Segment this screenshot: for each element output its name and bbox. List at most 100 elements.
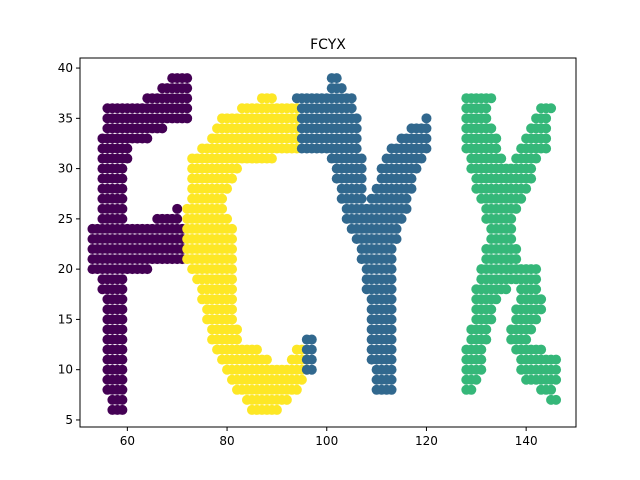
data-point bbox=[266, 93, 277, 104]
data-point bbox=[232, 163, 243, 174]
y-tick-label: 25 bbox=[58, 212, 73, 226]
data-point bbox=[506, 233, 517, 244]
data-point bbox=[117, 274, 128, 285]
data-point bbox=[122, 153, 133, 164]
data-point bbox=[386, 354, 397, 365]
data-point bbox=[411, 163, 422, 174]
data-point bbox=[271, 404, 282, 415]
data-point bbox=[182, 113, 193, 124]
data-point bbox=[117, 203, 128, 214]
data-point bbox=[526, 324, 537, 335]
data-point bbox=[157, 123, 168, 134]
data-point bbox=[386, 364, 397, 375]
data-point bbox=[496, 153, 507, 164]
data-point bbox=[351, 133, 362, 144]
data-point bbox=[421, 133, 432, 144]
data-point bbox=[306, 334, 317, 345]
data-point bbox=[306, 344, 317, 355]
data-point bbox=[172, 213, 183, 224]
data-point bbox=[511, 254, 522, 265]
data-point bbox=[401, 203, 412, 214]
data-point bbox=[227, 314, 238, 325]
data-point bbox=[117, 374, 128, 385]
data-point bbox=[386, 254, 397, 265]
data-point bbox=[336, 83, 347, 94]
data-point bbox=[217, 203, 228, 214]
data-point bbox=[506, 223, 517, 234]
chart-title: FCYX bbox=[310, 37, 346, 53]
data-point bbox=[526, 163, 537, 174]
data-point bbox=[551, 394, 562, 405]
x-tick-label: 140 bbox=[515, 434, 538, 448]
data-point bbox=[531, 314, 542, 325]
x-tick-label: 60 bbox=[120, 434, 135, 448]
data-point bbox=[217, 193, 228, 204]
data-point bbox=[356, 173, 367, 184]
data-point bbox=[227, 223, 238, 234]
data-point bbox=[476, 354, 487, 365]
data-point bbox=[391, 233, 402, 244]
data-point bbox=[491, 294, 502, 305]
data-point bbox=[466, 384, 477, 395]
data-point bbox=[117, 394, 128, 405]
data-point bbox=[232, 334, 243, 345]
data-point bbox=[486, 304, 497, 315]
data-point bbox=[481, 103, 492, 114]
data-point bbox=[386, 374, 397, 385]
data-point bbox=[117, 163, 128, 174]
data-point bbox=[396, 213, 407, 224]
data-point bbox=[511, 244, 522, 255]
data-point bbox=[476, 344, 487, 355]
data-point bbox=[117, 324, 128, 335]
data-point bbox=[172, 203, 183, 214]
data-point bbox=[416, 153, 427, 164]
data-point bbox=[421, 143, 432, 154]
data-point bbox=[516, 193, 527, 204]
data-point bbox=[546, 384, 557, 395]
data-point bbox=[511, 203, 522, 214]
data-point bbox=[471, 374, 482, 385]
data-point bbox=[222, 213, 233, 224]
data-point bbox=[227, 173, 238, 184]
y-tick-label: 15 bbox=[58, 312, 73, 326]
data-point bbox=[536, 344, 547, 355]
data-point bbox=[551, 364, 562, 375]
data-point bbox=[182, 83, 193, 94]
y-tick-label: 5 bbox=[65, 413, 73, 427]
data-point bbox=[117, 304, 128, 315]
data-point bbox=[117, 183, 128, 194]
y-tick-label: 35 bbox=[58, 111, 73, 125]
data-point bbox=[182, 73, 193, 84]
data-point bbox=[386, 274, 397, 285]
data-point bbox=[486, 314, 497, 325]
data-point bbox=[351, 113, 362, 124]
data-point bbox=[117, 354, 128, 365]
data-point bbox=[386, 264, 397, 275]
y-tick-label: 20 bbox=[58, 262, 73, 276]
series-3 bbox=[461, 93, 562, 405]
y-tick-label: 10 bbox=[58, 363, 73, 377]
x-tick-label: 120 bbox=[415, 434, 438, 448]
x-tick-label: 80 bbox=[219, 434, 234, 448]
data-point bbox=[281, 394, 292, 405]
data-point bbox=[122, 143, 133, 154]
data-point bbox=[476, 364, 487, 375]
data-point bbox=[117, 334, 128, 345]
data-point bbox=[401, 193, 412, 204]
data-point bbox=[351, 123, 362, 134]
data-point bbox=[117, 294, 128, 305]
data-point bbox=[531, 153, 542, 164]
data-point bbox=[386, 294, 397, 305]
series-0 bbox=[87, 73, 193, 415]
data-point bbox=[481, 113, 492, 124]
data-point bbox=[486, 93, 497, 104]
data-point bbox=[546, 103, 557, 114]
data-point bbox=[421, 113, 432, 124]
data-point bbox=[541, 123, 552, 134]
data-point bbox=[481, 324, 492, 335]
x-tick-label: 100 bbox=[315, 434, 338, 448]
data-point bbox=[531, 284, 542, 295]
data-point bbox=[346, 103, 357, 114]
data-point bbox=[356, 183, 367, 194]
data-point bbox=[356, 163, 367, 174]
